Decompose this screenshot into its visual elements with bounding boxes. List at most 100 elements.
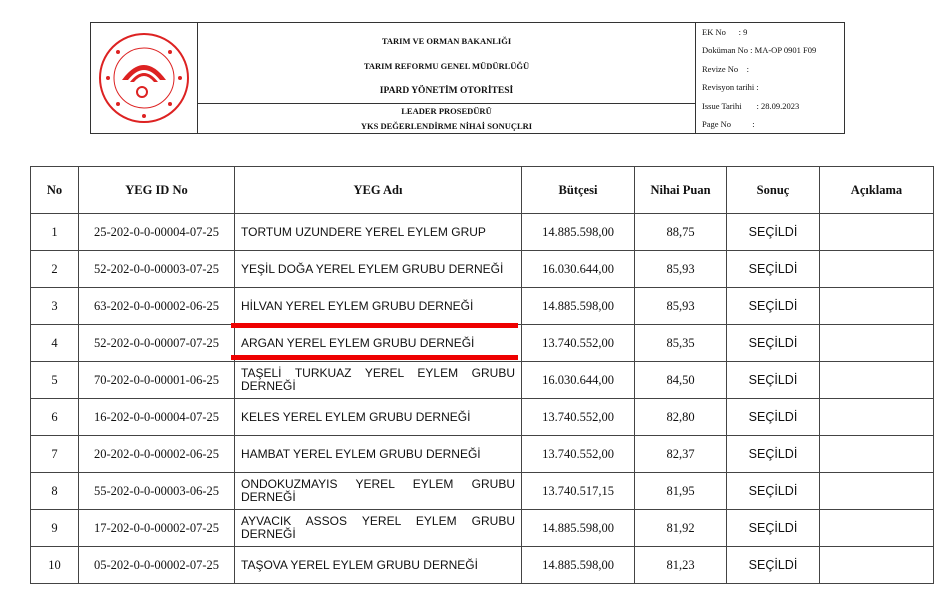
cell-budget: 13.740.552,00 — [521, 398, 635, 436]
table-row: 3 63-202-0-0-00002-06-25 HİLVAN YEREL EYLE… — [30, 287, 934, 325]
cell-result: SEÇİLDİ — [726, 250, 820, 288]
cell-final-score: 81,92 — [634, 509, 727, 547]
revision-no: Revize No : — [702, 63, 749, 74]
cell-notes — [819, 435, 934, 473]
cell-result: SEÇİLDİ — [726, 213, 820, 251]
cell-result: SEÇİLDİ — [726, 324, 820, 362]
header-col-yeg-id: YEG ID No — [78, 166, 235, 214]
cell-no: 7 — [30, 435, 79, 473]
cell-result: SEÇİLDİ — [726, 435, 820, 473]
header-col-budget: Bütçesi — [521, 166, 635, 214]
cell-budget: 13.740.552,00 — [521, 324, 635, 362]
cell-result: SEÇİLDİ — [726, 361, 820, 399]
cell-yeg-id: 70-202-0-0-00001-06-25 — [78, 361, 235, 399]
header-col-notes: Açıklama — [819, 166, 934, 214]
table-row: 7 20-202-0-0-00002-06-25 HAMBAT YEREL EYLE… — [30, 435, 934, 473]
header-col-final-score: Nihai Puan — [634, 166, 727, 214]
cell-yeg-id: 52-202-0-0-00007-07-25 — [78, 324, 235, 362]
cell-yeg-id: 63-202-0-0-00002-06-25 — [78, 287, 235, 325]
cell-final-score: 84,50 — [634, 361, 727, 399]
table-row: 9 17-202-0-0-00002-07-25 AYVACIK ASSOS YER… — [30, 509, 934, 547]
cell-notes — [819, 250, 934, 288]
document-no: Doküman No : MA-OP 0901 F09 — [702, 45, 817, 56]
cell-yeg-id: 55-202-0-0-00003-06-25 — [78, 472, 235, 510]
table-row: 8 55-202-0-0-00003-06-25 ONDOKUZMAYIS YERE… — [30, 472, 934, 510]
cell-notes — [819, 398, 934, 436]
ek-no: EK No : 9 — [702, 27, 748, 37]
ministry-name: TARIM VE ORMAN BAKANLIĞI — [381, 36, 512, 47]
cell-no: 2 — [30, 250, 79, 288]
cell-no: 5 — [30, 361, 79, 399]
cell-budget: 14.885.598,00 — [521, 509, 635, 547]
cell-yeg-name: HAMBAT YEREL EYLEM GRUBU DERNEĞİ — [234, 435, 522, 473]
cell-yeg-id: 05-202-0-0-00002-07-25 — [78, 546, 235, 584]
cell-final-score: 81,95 — [634, 472, 727, 510]
cell-yeg-id: 17-202-0-0-00002-07-25 — [78, 509, 235, 547]
document-meta: EK No : 9 Doküman No : MA-OP 0901 F09 Re… — [696, 23, 844, 133]
cell-yeg-name: TORTUM UZUNDERE YEREL EYLEM GRUP — [234, 213, 522, 251]
directorate-name: TARIM REFORMU GENEL MÜDÜRLÜĞÜ — [363, 60, 530, 71]
results-table: No YEG ID No YEG Adı Bütçesi Nihai Puan Sonuç… — [30, 166, 934, 584]
cell-final-score: 81,23 — [634, 546, 727, 584]
red-underline-mark — [231, 323, 518, 328]
ministry-logo — [91, 23, 198, 133]
cell-yeg-name: ONDOKUZMAYIS YEREL EYLEM GRUBU DERNEĞİ — [234, 472, 522, 510]
cell-budget: 13.740.517,15 — [521, 472, 635, 510]
table-row: 10 05-202-0-0-00002-07-25 TAŞOVA YEREL EYL… — [30, 546, 934, 584]
cell-no: 10 — [30, 546, 79, 584]
cell-yeg-name: TAŞOVA YEREL EYLEM GRUBU DERNEĞİ — [234, 546, 522, 584]
cell-yeg-name: AYVACIK ASSOS YEREL EYLEM GRUBU DERNEĞİ — [234, 509, 522, 547]
cell-yeg-id: 16-202-0-0-00004-07-25 — [78, 398, 235, 436]
cell-no: 8 — [30, 472, 79, 510]
table-row: 2 52-202-0-0-00003-07-25 YEŞİL DOĞA YEREL … — [30, 250, 934, 288]
cell-notes — [819, 546, 934, 584]
cell-result: SEÇİLDİ — [726, 287, 820, 325]
cell-result: SEÇİLDİ — [726, 509, 820, 547]
issue-date: Issue Tarihi : 28.09.2023 — [702, 100, 800, 111]
cell-notes — [819, 472, 934, 510]
document-header: TARIM VE ORMAN BAKANLIĞI TARIM REFORMU G… — [90, 22, 845, 134]
cell-yeg-name: KELES YEREL EYLEM GRUBU DERNEĞİ — [234, 398, 522, 436]
cell-yeg-name: TAŞELİ TURKUAZ YEREL EYLEM GRUBU DERNEĞİ — [234, 361, 522, 399]
cell-result: SEÇİLDİ — [726, 472, 820, 510]
cell-final-score: 82,37 — [634, 435, 727, 473]
table-row: 5 70-202-0-0-00001-06-25 TAŞELİ TURKUAZ YE… — [30, 361, 934, 399]
document-title: YKS DEĞERLENDİRME NİHAİ SONUÇLRI — [360, 120, 533, 131]
cell-notes — [819, 213, 934, 251]
cell-final-score: 82,80 — [634, 398, 727, 436]
cell-notes — [819, 287, 934, 325]
cell-notes — [819, 361, 934, 399]
header-col-no: No — [30, 166, 79, 214]
cell-final-score: 85,35 — [634, 324, 727, 362]
cell-yeg-id: 52-202-0-0-00003-07-25 — [78, 250, 235, 288]
cell-yeg-id: 25-202-0-0-00004-07-25 — [78, 213, 235, 251]
cell-yeg-name: HİLVAN YEREL EYLEM GRUBU DERNEĞİ — [234, 287, 522, 325]
cell-budget: 16.030.644,00 — [521, 250, 635, 288]
cell-no: 3 — [30, 287, 79, 325]
cell-no: 6 — [30, 398, 79, 436]
cell-no: 1 — [30, 213, 79, 251]
cell-yeg-name: YEŞİL DOĞA YEREL EYLEM GRUBU DERNEĞİ — [234, 250, 522, 288]
cell-yeg-id: 20-202-0-0-00002-06-25 — [78, 435, 235, 473]
table-row: 6 16-202-0-0-00004-07-25 KELES YEREL EYLEM… — [30, 398, 934, 436]
cell-result: SEÇİLDİ — [726, 398, 820, 436]
cell-budget: 14.885.598,00 — [521, 546, 635, 584]
cell-budget: 14.885.598,00 — [521, 213, 635, 251]
cell-notes — [819, 509, 934, 547]
cell-no: 4 — [30, 324, 79, 362]
header-col-result: Sonuç — [726, 166, 820, 214]
authority-name: IPARD YÖNETİM OTORİTESİ — [379, 85, 514, 96]
cell-budget: 14.885.598,00 — [521, 287, 635, 325]
page-no: Page No : — [702, 118, 755, 129]
cell-budget: 16.030.644,00 — [521, 361, 635, 399]
cell-final-score: 85,93 — [634, 287, 727, 325]
cell-final-score: 85,93 — [634, 250, 727, 288]
cell-notes — [819, 324, 934, 362]
ministry-seal-icon — [99, 33, 189, 123]
table-row: 1 25-202-0-0-00004-07-25 TORTUM UZUNDERE Y… — [30, 213, 934, 251]
red-underline-mark — [231, 355, 518, 360]
procedure-name: LEADER PROSEDÜRÜ — [401, 106, 492, 117]
header-col-yeg-name: YEG Adı — [234, 166, 522, 214]
cell-result: SEÇİLDİ — [726, 546, 820, 584]
revision-date: Revisyon tarihi : — [702, 82, 759, 93]
